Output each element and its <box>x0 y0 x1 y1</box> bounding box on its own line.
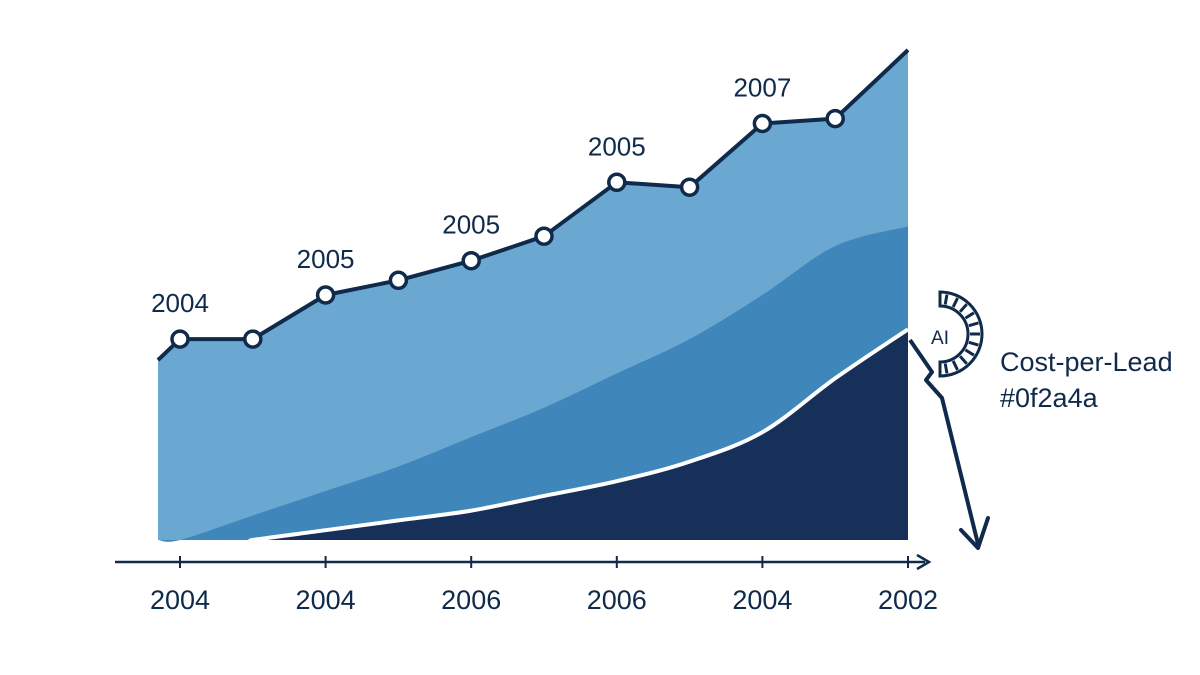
gauge-tick <box>964 348 975 357</box>
point-label: 2007 <box>733 73 791 103</box>
gauge-tick <box>943 363 949 374</box>
color-code-label: #0f2a4a <box>1000 383 1098 413</box>
gauge-tick <box>951 297 959 308</box>
area-layers <box>158 50 910 543</box>
series-line-group <box>156 48 910 362</box>
ai-gauge-badge: AI <box>931 290 984 378</box>
x-tick-label: 2004 <box>732 585 792 615</box>
x-tick-label: 2002 <box>878 585 938 615</box>
series-1-line <box>156 48 910 362</box>
data-point-marker <box>315 285 336 305</box>
gauge-arc <box>938 290 984 378</box>
x-axis-arrowhead <box>916 553 932 571</box>
data-point-marker <box>243 329 263 349</box>
area-series-3-edge <box>248 327 910 543</box>
data-point-marker <box>752 113 773 134</box>
data-point-marker <box>679 177 700 197</box>
x-tick-label: 2006 <box>441 585 501 615</box>
data-markers <box>170 108 845 349</box>
data-point-marker <box>534 226 554 246</box>
x-tick-label: 2004 <box>296 585 356 615</box>
gauge-tick <box>958 303 968 313</box>
gauge-tick <box>964 311 975 320</box>
point-label: 2004 <box>151 288 209 318</box>
point-label: 2005 <box>588 131 646 161</box>
gauge-icon <box>938 290 984 378</box>
x-tick-labels: 2004 2004 2006 2006 2004 2002 <box>150 556 938 615</box>
gauge-tick <box>951 360 959 371</box>
gauge-tick <box>943 294 949 305</box>
drop-arrow-icon <box>908 338 990 550</box>
data-point-marker <box>388 270 409 291</box>
data-point-marker <box>461 250 481 271</box>
ai-badge-text: AI <box>931 328 949 349</box>
point-labels: 2004 2005 2005 2005 2007 <box>151 73 791 319</box>
x-tick-label: 2006 <box>587 585 647 615</box>
point-label: 2005 <box>442 210 500 240</box>
data-point-marker <box>170 329 190 349</box>
data-point-marker <box>607 172 627 193</box>
gauge-tick <box>958 355 968 365</box>
point-label: 2005 <box>297 244 355 274</box>
gauge-tick <box>968 340 979 347</box>
drop-arrow-head <box>959 516 990 550</box>
drop-arrow-line <box>908 338 980 545</box>
data-point-marker <box>825 108 845 129</box>
area-series-3 <box>249 329 908 541</box>
cost-per-lead-label: Cost-per-Lead <box>1000 347 1173 377</box>
x-axis <box>115 553 932 571</box>
x-tick-label: 2004 <box>150 585 210 615</box>
gauge-tick <box>968 321 979 328</box>
